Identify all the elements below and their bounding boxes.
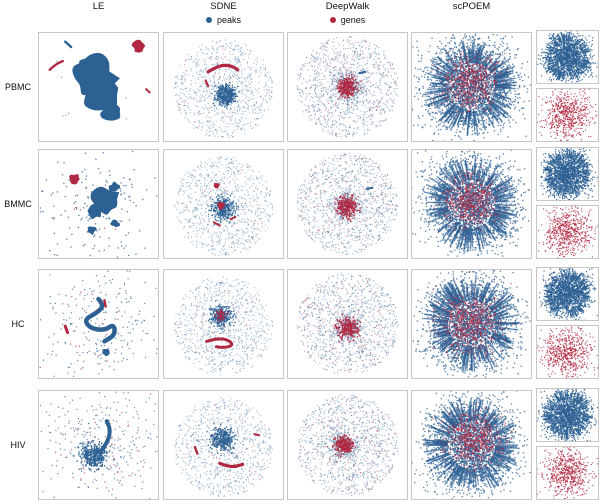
column-header-scpoem: scPOEM [452,1,491,12]
panel-hiv-scpoem [411,390,532,500]
scatter-canvas [412,150,531,258]
scatter-canvas [288,270,407,378]
row-label-pbmc: PBMC [4,82,31,92]
panel-bmmc-sdne [163,149,284,259]
panel-bmmc-scpoem [411,149,532,259]
scatter-canvas [537,89,598,141]
column-header-le: LE [92,1,105,12]
panel-pbmc-deepwalk [287,32,408,142]
panel-hc-deepwalk [287,269,408,379]
scatter-canvas [164,33,283,141]
scatter-canvas [164,150,283,258]
panel-bmmc-peaks-only [536,147,599,201]
scatter-canvas [537,148,598,200]
scatter-canvas [537,389,598,441]
scatter-canvas [537,447,598,499]
panel-pbmc-le [38,32,159,142]
panel-hc-peaks-only [536,267,599,321]
panel-pbmc-peaks-only [536,30,599,84]
panel-bmmc-le [38,149,159,259]
genes-dot-icon [329,17,336,23]
scatter-canvas [288,391,407,499]
column-header-deepwalk: DeepWalk [325,1,370,12]
legend-item-peaks: peaks [163,14,284,26]
scatter-canvas [288,150,407,258]
scatter-canvas [288,33,407,141]
legend-label-genes: genes [340,15,366,25]
scatter-canvas [39,270,158,378]
legend-item-genes: genes [287,14,408,26]
scatter-canvas [39,391,158,499]
panel-bmmc-genes-only [536,205,599,259]
panel-hiv-deepwalk [287,390,408,500]
panel-hiv-genes-only [536,446,599,500]
row-label-bmmc: BMMC [4,199,32,209]
row-label-hc: HC [11,319,25,329]
panel-bmmc-deepwalk [287,149,408,259]
panel-hiv-sdne [163,390,284,500]
legend-label-peaks: peaks [216,15,242,25]
scatter-canvas [412,270,531,378]
scatter-canvas [39,33,158,141]
panel-hc-le [38,269,159,379]
panel-hc-sdne [163,269,284,379]
peaks-dot-icon [205,17,212,23]
panel-hiv-peaks-only [536,388,599,442]
column-header-sdne: SDNE [210,1,237,12]
scatter-canvas [39,150,158,258]
panel-pbmc-scpoem [411,32,532,142]
scatter-canvas [537,206,598,258]
scatter-canvas [412,391,531,499]
scatter-canvas [537,268,598,320]
panel-pbmc-sdne [163,32,284,142]
panel-hiv-le [38,390,159,500]
panel-hc-scpoem [411,269,532,379]
scatter-canvas [537,31,598,83]
panel-hc-genes-only [536,325,599,379]
scatter-canvas [537,326,598,378]
scatter-canvas [412,33,531,141]
scatter-canvas [164,270,283,378]
row-label-hiv: HIV [10,440,26,450]
panel-pbmc-genes-only [536,88,599,142]
scatter-canvas [164,391,283,499]
